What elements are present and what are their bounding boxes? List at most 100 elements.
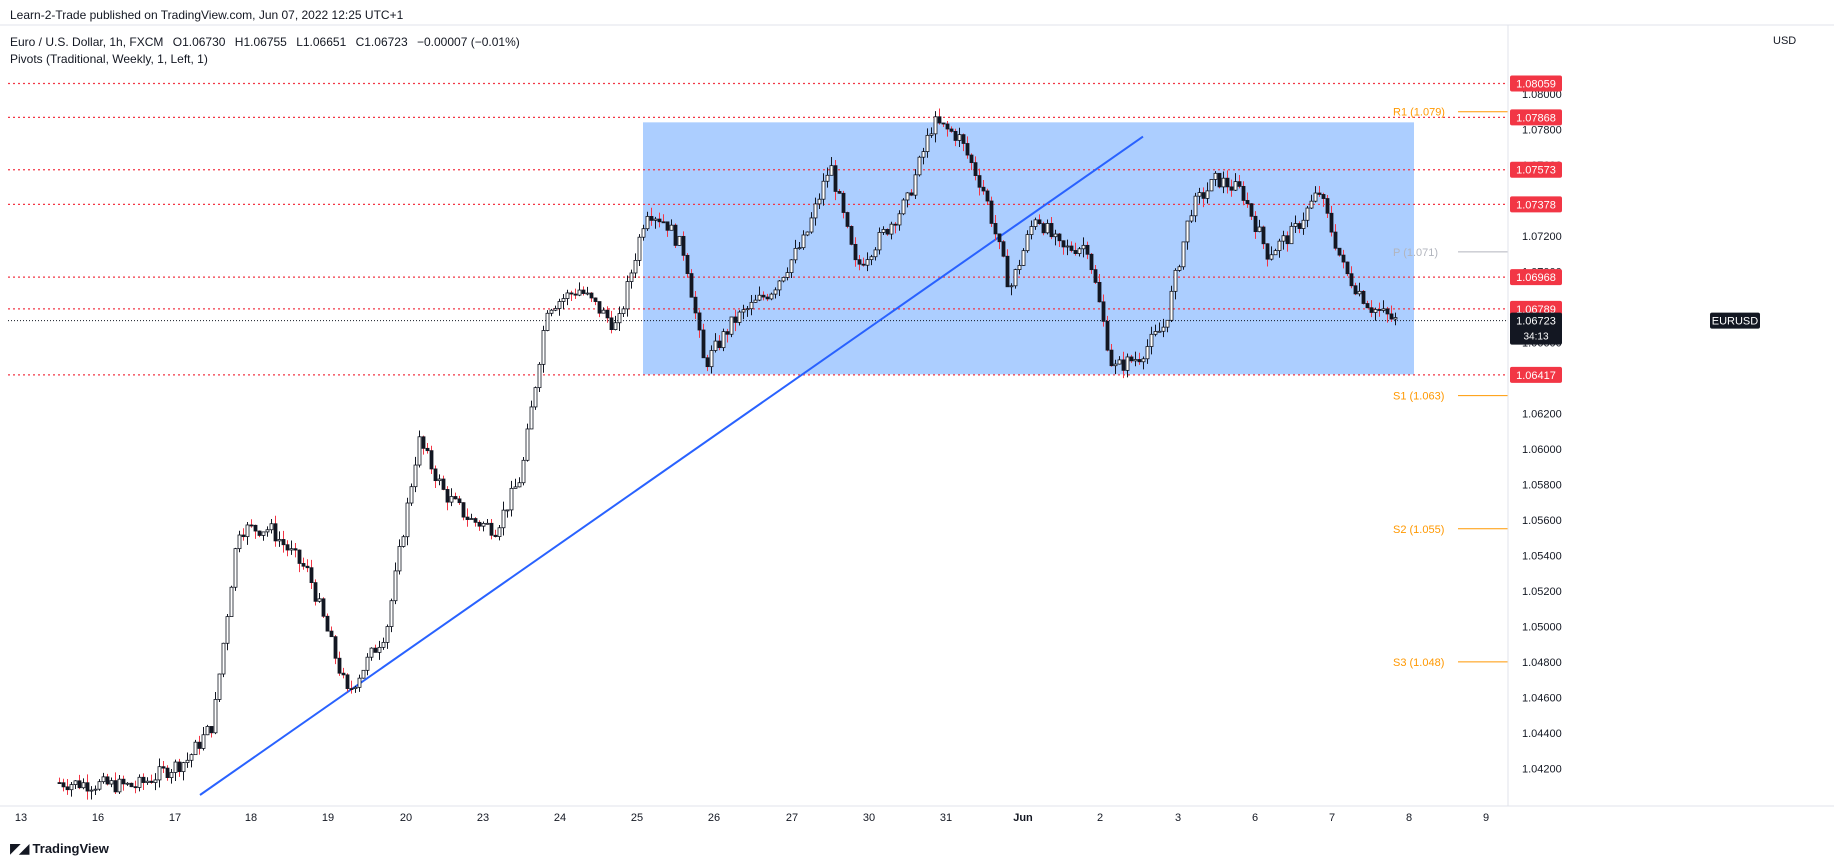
candle-body bbox=[201, 734, 206, 749]
candle-body bbox=[409, 486, 414, 504]
level-price-label: 1.08059 bbox=[1516, 78, 1556, 90]
candle-body bbox=[497, 527, 502, 537]
candle-body bbox=[717, 340, 722, 349]
candle-body bbox=[909, 192, 914, 196]
level-price-label: 1.07573 bbox=[1516, 165, 1556, 177]
price-tick-label: 1.06200 bbox=[1522, 408, 1562, 420]
bar-countdown-label: 34:13 bbox=[1523, 332, 1548, 343]
candle-body bbox=[825, 174, 830, 182]
candle-body bbox=[593, 297, 598, 302]
candle-body bbox=[789, 259, 794, 273]
candle-body bbox=[761, 294, 766, 298]
candle-body bbox=[1321, 194, 1326, 199]
price-tick-label: 1.05000 bbox=[1522, 621, 1562, 633]
candle-body bbox=[1217, 172, 1222, 188]
candle-body bbox=[465, 516, 470, 520]
candle-body bbox=[297, 549, 302, 564]
candle-body bbox=[469, 518, 474, 520]
candle-body bbox=[321, 598, 326, 617]
candle-body bbox=[601, 309, 606, 314]
candle-body bbox=[373, 647, 378, 653]
candle-body bbox=[281, 539, 286, 546]
indicator-legend[interactable]: Pivots (Traditional, Weekly, 1, Left, 1) bbox=[10, 52, 208, 66]
price-tick-label: 1.05600 bbox=[1522, 515, 1562, 527]
time-tick-label: 24 bbox=[554, 812, 566, 824]
candle-body bbox=[1057, 233, 1062, 242]
candle-body bbox=[937, 116, 942, 124]
candle-body bbox=[89, 789, 94, 792]
candle-body bbox=[1137, 359, 1142, 363]
candle-body bbox=[609, 317, 614, 331]
candle-body bbox=[569, 292, 574, 295]
candle-body bbox=[421, 436, 426, 449]
candle-body bbox=[545, 312, 550, 331]
price-tick-label: 1.07800 bbox=[1522, 124, 1562, 136]
candle-body bbox=[1141, 358, 1146, 363]
candle-body bbox=[393, 570, 398, 602]
candle-body bbox=[1213, 172, 1218, 180]
candle-body bbox=[473, 518, 478, 523]
price-tick-label: 1.07200 bbox=[1522, 231, 1562, 243]
candle-body bbox=[925, 134, 930, 152]
candle-body bbox=[1373, 309, 1378, 313]
candle-body bbox=[273, 523, 278, 542]
price-tick-label: 1.06000 bbox=[1522, 444, 1562, 456]
time-tick-label: 17 bbox=[169, 812, 181, 824]
candle-body bbox=[1053, 233, 1058, 238]
candle-body bbox=[525, 428, 530, 461]
time-tick-label: 7 bbox=[1329, 812, 1335, 824]
time-tick-label: 2 bbox=[1097, 812, 1103, 824]
candle-body bbox=[893, 223, 898, 226]
candle-body bbox=[377, 646, 382, 653]
candle-body bbox=[325, 615, 330, 632]
candle-body bbox=[217, 673, 222, 700]
candle-body bbox=[337, 657, 342, 674]
candle-body bbox=[397, 546, 402, 572]
tradingview-brand[interactable]: ◤◢ TradingView bbox=[10, 840, 109, 857]
candle-body bbox=[845, 212, 850, 227]
candle-body bbox=[1029, 226, 1034, 235]
candle-body bbox=[785, 272, 790, 278]
candle-body bbox=[581, 289, 586, 294]
candle-body bbox=[605, 309, 610, 319]
candle-body bbox=[585, 292, 590, 295]
candle-body bbox=[309, 567, 314, 584]
candle-body bbox=[1357, 290, 1362, 295]
candle-body bbox=[1153, 331, 1158, 335]
candle-body bbox=[233, 548, 238, 588]
candle-body bbox=[69, 784, 74, 791]
candle-body bbox=[957, 134, 962, 141]
candle-body bbox=[105, 776, 110, 785]
candle-body bbox=[85, 782, 90, 792]
candle-body bbox=[973, 162, 978, 176]
candle-body bbox=[1121, 359, 1126, 371]
candle-body bbox=[1149, 333, 1154, 347]
candle-body bbox=[413, 464, 418, 488]
candle-body bbox=[889, 223, 894, 235]
candle-body bbox=[565, 292, 570, 299]
candle-body bbox=[701, 329, 706, 359]
candle-body bbox=[1037, 219, 1042, 224]
candle-body bbox=[617, 313, 622, 324]
pivot-label: R1 (1.079) bbox=[1393, 107, 1445, 119]
time-tick-label: 19 bbox=[322, 812, 334, 824]
horizontal-levels-group bbox=[8, 82, 1508, 376]
candle-body bbox=[269, 523, 274, 531]
candle-body bbox=[177, 761, 182, 773]
candle-body bbox=[637, 236, 642, 261]
candle-body bbox=[229, 586, 234, 617]
candle-body bbox=[429, 450, 434, 470]
candle-body bbox=[1241, 185, 1246, 201]
symbol-legend[interactable]: Euro / U.S. Dollar, 1h, FXCM O1.06730 H1… bbox=[10, 35, 526, 49]
time-tick-label: 13 bbox=[15, 812, 27, 824]
candle-body bbox=[225, 616, 230, 644]
candle-body bbox=[1089, 253, 1094, 271]
candle-body bbox=[1221, 177, 1226, 188]
candle-body bbox=[433, 468, 438, 482]
candle-body bbox=[357, 677, 362, 688]
candle-body bbox=[881, 229, 886, 233]
candle-body bbox=[641, 228, 646, 238]
candle-body bbox=[517, 482, 522, 488]
candle-body bbox=[1389, 313, 1394, 320]
